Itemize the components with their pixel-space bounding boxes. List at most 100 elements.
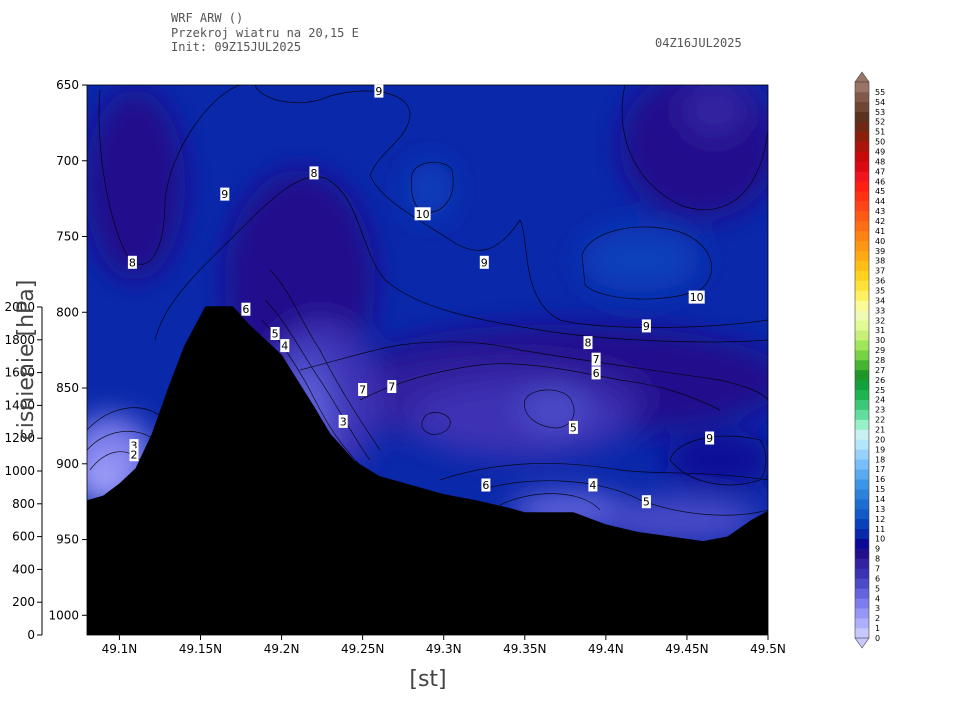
header-line-1: WRF ARW () bbox=[171, 11, 244, 25]
contour-label-box bbox=[280, 339, 290, 353]
contour-10-right bbox=[581, 226, 713, 300]
colorbar-label: 38 bbox=[875, 257, 885, 266]
blob-right-9 bbox=[665, 432, 768, 488]
x-tick-label: 49.35N bbox=[503, 642, 546, 656]
contour-label-box bbox=[591, 352, 601, 366]
colorbar-label: 4 bbox=[875, 594, 880, 603]
colorbar-label: 52 bbox=[875, 118, 885, 127]
contour-label-text: 8 bbox=[585, 337, 592, 350]
height-tick-label: 1200 bbox=[4, 431, 35, 445]
contour-label: 9 bbox=[479, 255, 489, 269]
colorbar-label: 26 bbox=[875, 376, 885, 385]
colorbar-label: 3 bbox=[875, 604, 880, 613]
contour-label-text: 7 bbox=[593, 353, 600, 366]
colorbar-label: 30 bbox=[875, 336, 885, 345]
colorbar-label: 24 bbox=[875, 396, 885, 405]
colorbar-label: 55 bbox=[875, 88, 885, 97]
contour-label-box bbox=[481, 478, 491, 492]
contour-label-box bbox=[374, 84, 384, 98]
colorbar-swatch bbox=[855, 320, 869, 331]
blob-top-right-7 bbox=[680, 85, 750, 140]
contour-label-box bbox=[358, 383, 368, 396]
colorbar-swatch bbox=[855, 171, 869, 182]
colorbar-swatch bbox=[855, 528, 869, 540]
x-tick-label: 49.1N bbox=[102, 642, 138, 656]
colorbar-swatch bbox=[855, 250, 869, 262]
blob-low-right-5 bbox=[600, 498, 760, 542]
contour-label-box bbox=[220, 187, 230, 201]
height-tick-label: 200 bbox=[12, 595, 35, 609]
colorbar-label: 18 bbox=[875, 455, 885, 464]
contour-label-box bbox=[641, 495, 651, 509]
colorbar-swatch bbox=[855, 389, 869, 401]
contour-label-text: 6 bbox=[242, 303, 249, 316]
colorbar-label: 15 bbox=[875, 485, 885, 494]
colorbar-swatch bbox=[855, 578, 869, 589]
colorbar-swatch bbox=[855, 141, 869, 152]
colorbar-swatch bbox=[855, 499, 869, 510]
contour-label-box bbox=[641, 319, 651, 333]
contour-label: 6 bbox=[241, 302, 251, 316]
contour-label-text: 7 bbox=[359, 384, 366, 397]
contour-label-text: 9 bbox=[481, 256, 488, 269]
colorbar-label: 32 bbox=[875, 316, 885, 325]
x-tick-label: 49.25N bbox=[341, 642, 384, 656]
colorbar-swatch bbox=[855, 82, 869, 93]
colorbar-swatch bbox=[855, 568, 869, 579]
colorbar-label: 14 bbox=[875, 495, 885, 504]
colorbar-swatch bbox=[855, 608, 869, 619]
x-tick-label: 49.3N bbox=[426, 642, 462, 656]
contour-6-low bbox=[439, 463, 768, 481]
colorbar-swatch bbox=[855, 459, 869, 470]
contour-label-box bbox=[479, 255, 489, 269]
contour-label-text: 9 bbox=[706, 432, 713, 445]
colorbar-swatch bbox=[855, 161, 869, 172]
colorbar-swatch bbox=[855, 201, 869, 212]
colorbar-label: 12 bbox=[875, 515, 885, 524]
colorbar-label: 42 bbox=[875, 217, 885, 226]
contour-label: 3 bbox=[129, 439, 139, 453]
colorbar-label: 34 bbox=[875, 296, 885, 305]
colorbar-label: 33 bbox=[875, 306, 885, 315]
contour-label: 10 bbox=[688, 290, 705, 304]
colorbar-label: 31 bbox=[875, 326, 885, 335]
contour-label: 7 bbox=[387, 380, 397, 394]
contour-lines bbox=[87, 85, 768, 516]
colorbar-label: 50 bbox=[875, 138, 885, 147]
contour-label-box bbox=[583, 336, 593, 350]
contour-label: 4 bbox=[588, 478, 598, 492]
contour-label: 10 bbox=[414, 207, 431, 221]
colorbar-swatch bbox=[855, 131, 869, 142]
colorbar-swatch bbox=[855, 449, 869, 460]
y-tick-label: 950 bbox=[56, 533, 79, 547]
y-axis-label: cisnienie [hPa] bbox=[14, 280, 39, 441]
blob-center-10 bbox=[408, 162, 452, 218]
x-axis: 49.1N 49.15N 49.2N 49.25N 49.3N 49.35N 49.4N 49… bbox=[102, 635, 786, 656]
colorbar-label: 17 bbox=[875, 465, 885, 474]
colorbar-swatch bbox=[855, 588, 869, 599]
x-axis-label: [st] bbox=[409, 667, 446, 692]
colorbar-label: 10 bbox=[875, 535, 885, 544]
contour-label-text: 5 bbox=[643, 496, 650, 509]
blob-mid-5 bbox=[520, 388, 590, 432]
terrain-fill bbox=[87, 306, 768, 635]
height-tick-label: 1400 bbox=[4, 398, 35, 412]
colorbar-label: 48 bbox=[875, 157, 885, 166]
y-tick-label: 800 bbox=[56, 305, 79, 319]
contour-8-left bbox=[98, 85, 241, 265]
contour-10-center bbox=[411, 162, 454, 213]
colorbar-swatch bbox=[855, 628, 869, 639]
height-tick-label: 2000 bbox=[4, 300, 35, 314]
colorbar-label: 46 bbox=[875, 177, 885, 186]
wind-field bbox=[87, 85, 768, 635]
colorbar-swatch bbox=[855, 280, 869, 291]
colorbar-label: 13 bbox=[875, 505, 885, 514]
contour-slope-1 bbox=[269, 269, 381, 451]
colorbar-label: 2 bbox=[875, 614, 880, 623]
colorbar-swatch bbox=[855, 598, 869, 609]
contour-7-small bbox=[421, 412, 451, 435]
y-tick-label: 700 bbox=[56, 154, 79, 168]
contour-label-box bbox=[705, 431, 715, 445]
